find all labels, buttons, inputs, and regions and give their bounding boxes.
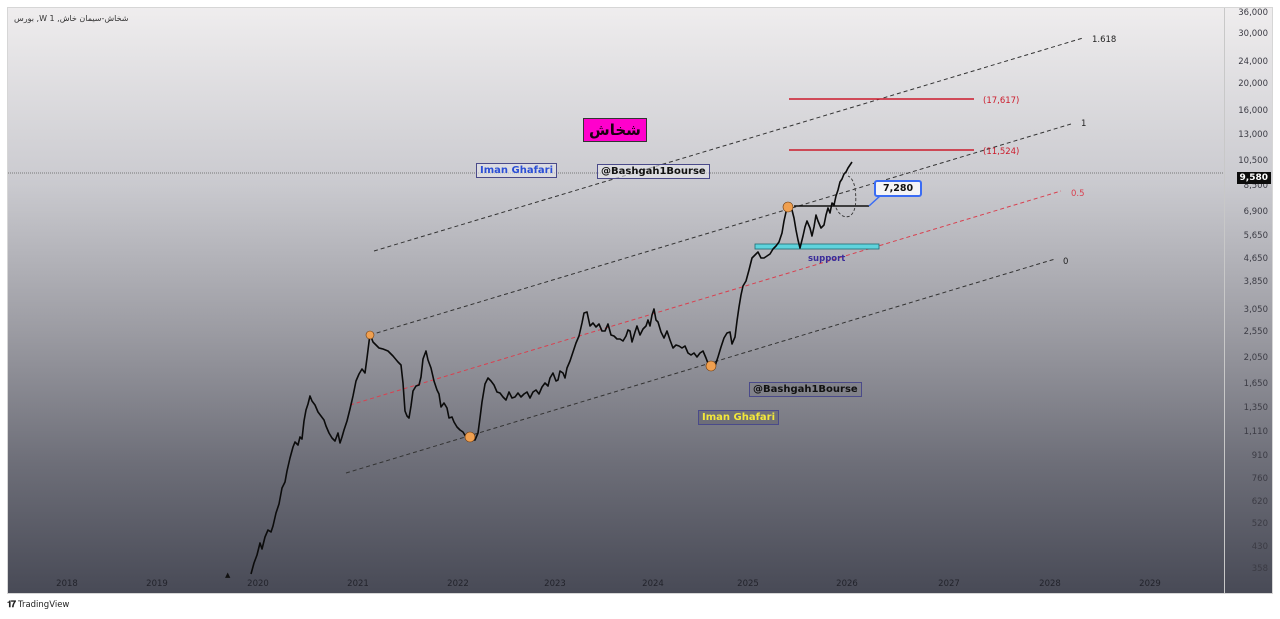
price-tick: 4,650 <box>1243 254 1268 264</box>
price-tick: 520 <box>1251 519 1268 529</box>
time-tick: 2018 <box>56 579 78 589</box>
price-tick: 620 <box>1251 497 1268 507</box>
time-tick: 2020 <box>247 579 269 589</box>
price-axis[interactable]: 36,000 30,000 24,000 20,000 16,000 13,00… <box>1224 8 1272 593</box>
pivot-marker <box>705 360 717 372</box>
time-tick: 2022 <box>447 579 469 589</box>
time-tick: 2024 <box>642 579 664 589</box>
target-label-low: (11,524) <box>983 147 1019 157</box>
support-zone <box>754 243 880 250</box>
time-tick: 2025 <box>737 579 759 589</box>
price-tick: 1,650 <box>1243 379 1268 389</box>
price-tick: 2,050 <box>1243 353 1268 363</box>
ticker-badge: شخاش <box>583 118 647 142</box>
pivot-marker <box>782 201 794 213</box>
price-tick: 1,350 <box>1243 403 1268 413</box>
price-tick: 3,850 <box>1243 277 1268 287</box>
time-tick: 2029 <box>1139 579 1161 589</box>
chart-marker-icon: ▲ <box>225 571 231 579</box>
pivot-marker <box>464 431 476 443</box>
time-tick: 2026 <box>836 579 858 589</box>
price-tick: 30,000 <box>1238 29 1268 39</box>
price-tick: 24,000 <box>1238 57 1268 67</box>
target-label-high: (17,617) <box>983 96 1019 106</box>
fib-label-05: 0.5 <box>1071 189 1085 199</box>
last-price-badge: 9,580 <box>1236 172 1271 184</box>
price-tick: 20,000 <box>1238 79 1268 89</box>
chart-pane[interactable]: بورس ,W شخاش-سیمان خاش, 1 1.618 1 0.5 0 … <box>7 7 1273 594</box>
fib-label-0: 0 <box>1063 257 1068 267</box>
price-tick: 760 <box>1251 474 1268 484</box>
price-tick: 6,900 <box>1243 207 1268 217</box>
price-tick: 13,000 <box>1238 130 1268 140</box>
time-tick: 2021 <box>347 579 369 589</box>
fib-label-1: 1 <box>1081 119 1086 129</box>
callout-value: 7,280 <box>874 180 923 197</box>
tradingview-logo-icon: 𝟏𝟕 <box>7 600 16 610</box>
fib-label-1618: 1.618 <box>1092 35 1116 45</box>
support-label: support <box>808 254 845 264</box>
price-tick: 36,000 <box>1238 8 1268 18</box>
channel-label-top: @Bashgah1Bourse <box>597 164 710 179</box>
price-tick: 3,050 <box>1243 305 1268 315</box>
price-tick: 358 <box>1251 564 1268 574</box>
fib-line-0 <box>345 258 1056 474</box>
projection-path <box>833 175 857 218</box>
price-tick: 8,500 <box>1243 181 1268 191</box>
footer: 𝟏𝟕 TradingView <box>7 600 69 610</box>
price-line <box>250 161 853 575</box>
fib-line-05 <box>349 190 1062 406</box>
price-tick: 430 <box>1251 542 1268 552</box>
time-tick: 2023 <box>544 579 566 589</box>
price-tick: 1,110 <box>1243 427 1268 437</box>
price-tick: 10,500 <box>1238 156 1268 166</box>
price-tick: 910 <box>1251 451 1268 461</box>
time-tick: 2028 <box>1039 579 1061 589</box>
time-tick: 2019 <box>146 579 168 589</box>
pivot-marker <box>365 330 375 340</box>
symbol-title: بورس ,W شخاش-سیمان خاش, 1 <box>14 14 129 23</box>
price-tick: 5,650 <box>1243 231 1268 241</box>
fib-line-1618 <box>373 37 1084 252</box>
channel-label-bottom: @Bashgah1Bourse <box>749 382 862 397</box>
price-tick: 2,550 <box>1243 327 1268 337</box>
author-label-top: Iman Ghafari <box>476 163 558 178</box>
author-label-bottom: Iman Ghafari <box>698 410 780 425</box>
brand-label: TradingView <box>18 600 70 610</box>
price-tick: 16,000 <box>1238 106 1268 116</box>
fib-line-1 <box>369 123 1072 336</box>
chart-canvas[interactable]: 1.618 1 0.5 0 (17,617) (11,524) support … <box>8 8 1226 595</box>
callout-pointer <box>868 195 886 207</box>
time-tick: 2027 <box>938 579 960 589</box>
